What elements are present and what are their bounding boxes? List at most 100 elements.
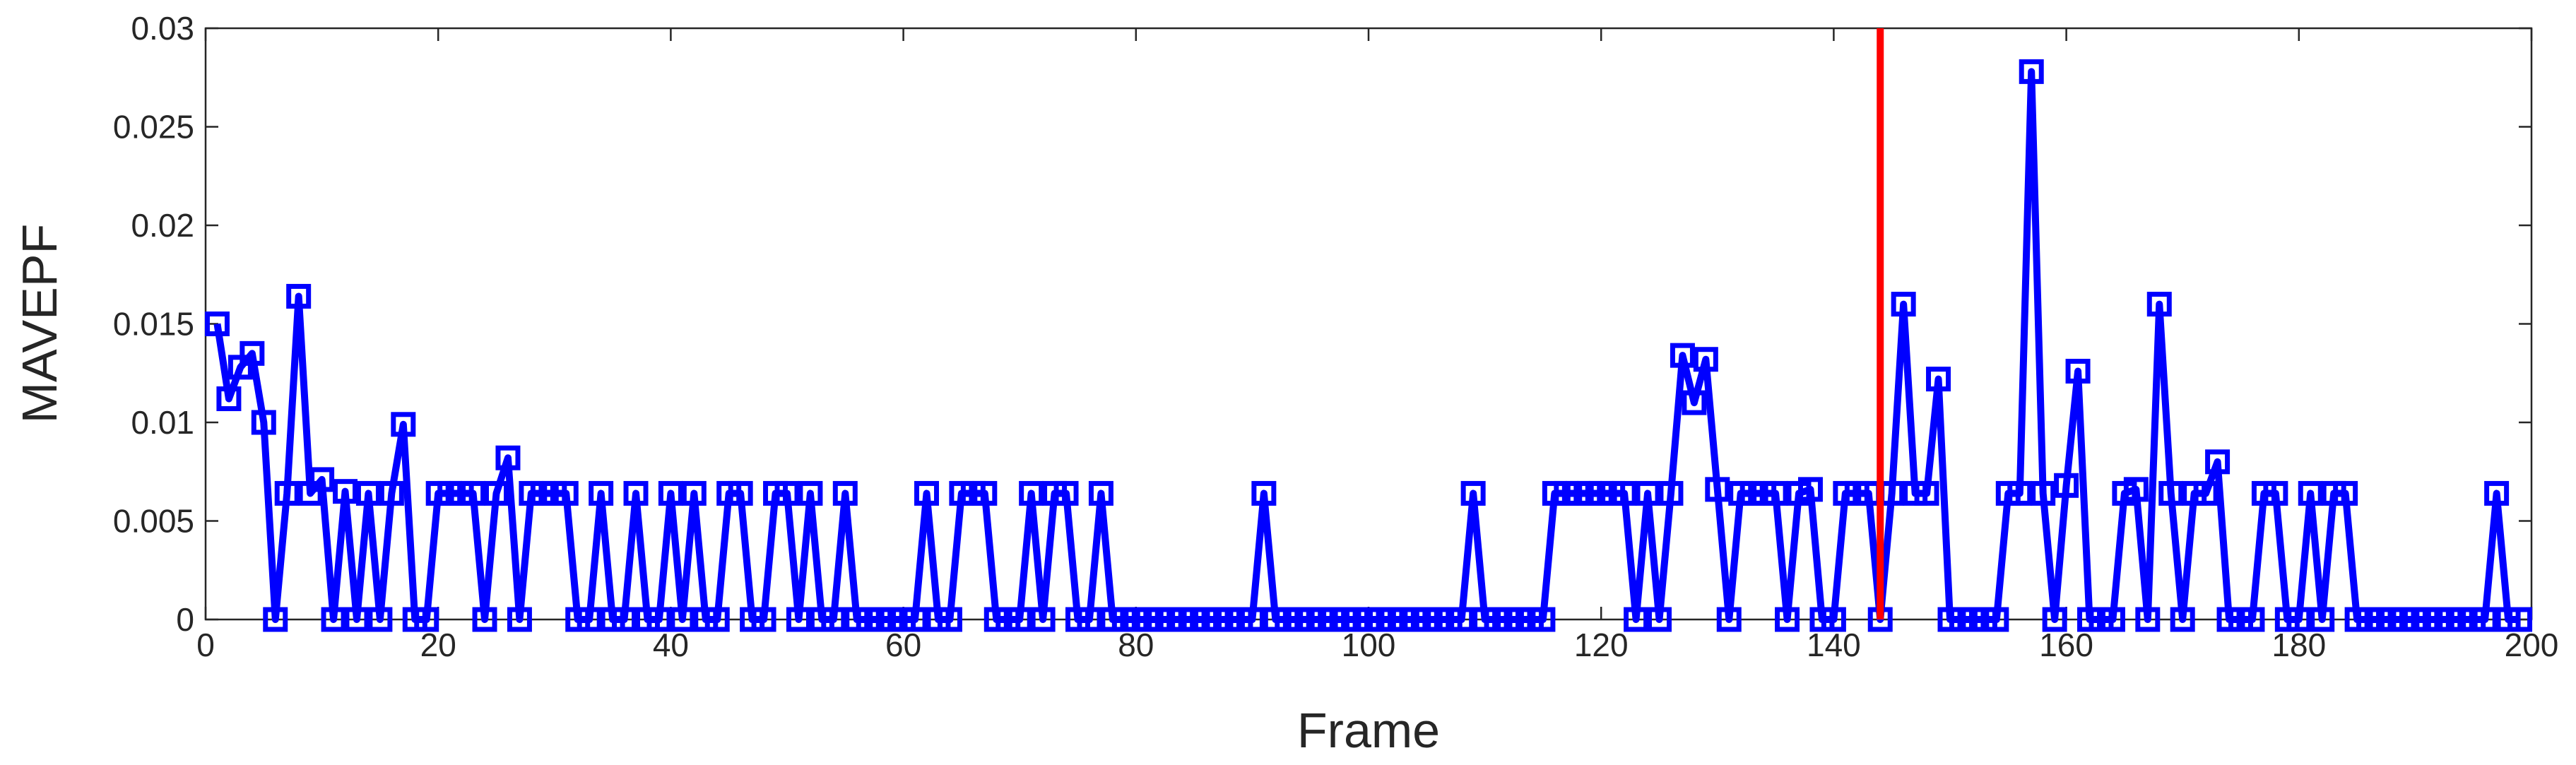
marker [2065,358,2091,384]
marker [2286,607,2312,632]
marker [1926,367,1951,392]
marker [704,607,730,632]
x-tick-label: 40 [653,627,689,663]
marker [379,480,404,506]
marker [1449,607,1475,632]
marker [728,480,753,506]
marker [1775,607,1800,632]
marker [2507,607,2533,632]
marker [309,467,335,492]
marker [2170,607,2195,632]
marker [2205,449,2231,475]
marker [751,607,776,632]
x-tick-label: 140 [1807,627,1861,663]
marker [786,607,811,632]
marker [1821,607,1846,632]
marker [774,480,800,506]
marker [2135,607,2161,632]
marker [681,480,707,506]
marker [461,480,486,506]
marker [321,607,346,632]
x-tick-label: 0 [196,627,215,663]
marker [2484,480,2510,506]
y-tick-label: 0.005 [113,503,194,540]
marker [1460,480,1486,506]
marker [1251,480,1277,506]
marker [670,607,695,632]
y-tick-label: 0.03 [131,10,194,47]
marker [623,480,649,506]
marker [333,479,358,504]
x-tick-label: 60 [885,627,921,663]
marker [902,607,928,632]
marker [2472,607,2498,632]
marker [553,480,579,506]
x-tick-label: 80 [1118,627,1154,663]
plot-area [204,27,2533,621]
marker [914,480,940,506]
marker [1682,390,1707,415]
marker [1658,480,1684,506]
marker [2146,292,2172,317]
marker [274,480,300,506]
marker [251,410,276,435]
marker [344,607,370,632]
marker [1670,343,1695,368]
y-tick-label: 0.025 [113,109,194,146]
marker [391,412,416,437]
marker [2019,59,2044,84]
marker [367,607,393,632]
marker [646,607,672,632]
marker [937,607,962,632]
x-tick-label: 160 [2039,627,2093,663]
marker [1716,607,1742,632]
y-tick-label: 0.015 [113,306,194,343]
marker [2007,480,2033,506]
marker [2100,607,2125,632]
x-tick-label: 20 [420,627,456,663]
marker [1635,480,1660,506]
marker [1019,480,1044,506]
marker [2031,480,2056,506]
marker [1647,607,1672,632]
marker [1007,607,1032,632]
marker [2298,480,2323,506]
marker [1624,607,1649,632]
marker [355,480,381,506]
marker [832,480,858,506]
marker [1030,607,1056,632]
y-tick-label: 0 [176,601,194,638]
x-tick-label: 100 [1342,627,1396,663]
marker [495,445,521,470]
marker [216,386,242,412]
y-tick-label: 0.02 [131,207,194,244]
marker [414,607,439,632]
marker [507,607,532,632]
marker [577,607,602,632]
marker [2193,480,2218,506]
marker [263,607,288,632]
marker [472,607,497,632]
marker [1239,607,1265,632]
marker [1891,292,1916,317]
y-tick-label: 0.01 [131,404,194,441]
y-axis-label: MAVEPF [12,224,67,424]
marker [1984,607,2009,632]
marker [2054,473,2079,498]
x-axis-label: Frame [1297,703,1440,758]
marker [821,607,846,632]
marker [658,480,683,506]
marker [1693,347,1718,372]
marker [2158,480,2184,506]
marker [798,480,823,506]
marker [1077,607,1102,632]
marker [1088,480,1113,506]
marker [204,312,230,336]
marker [2240,607,2265,632]
marker [1914,480,1939,506]
marker [1530,607,1556,632]
marker [2310,607,2335,632]
marker [2263,480,2288,506]
marker [1763,480,1788,506]
